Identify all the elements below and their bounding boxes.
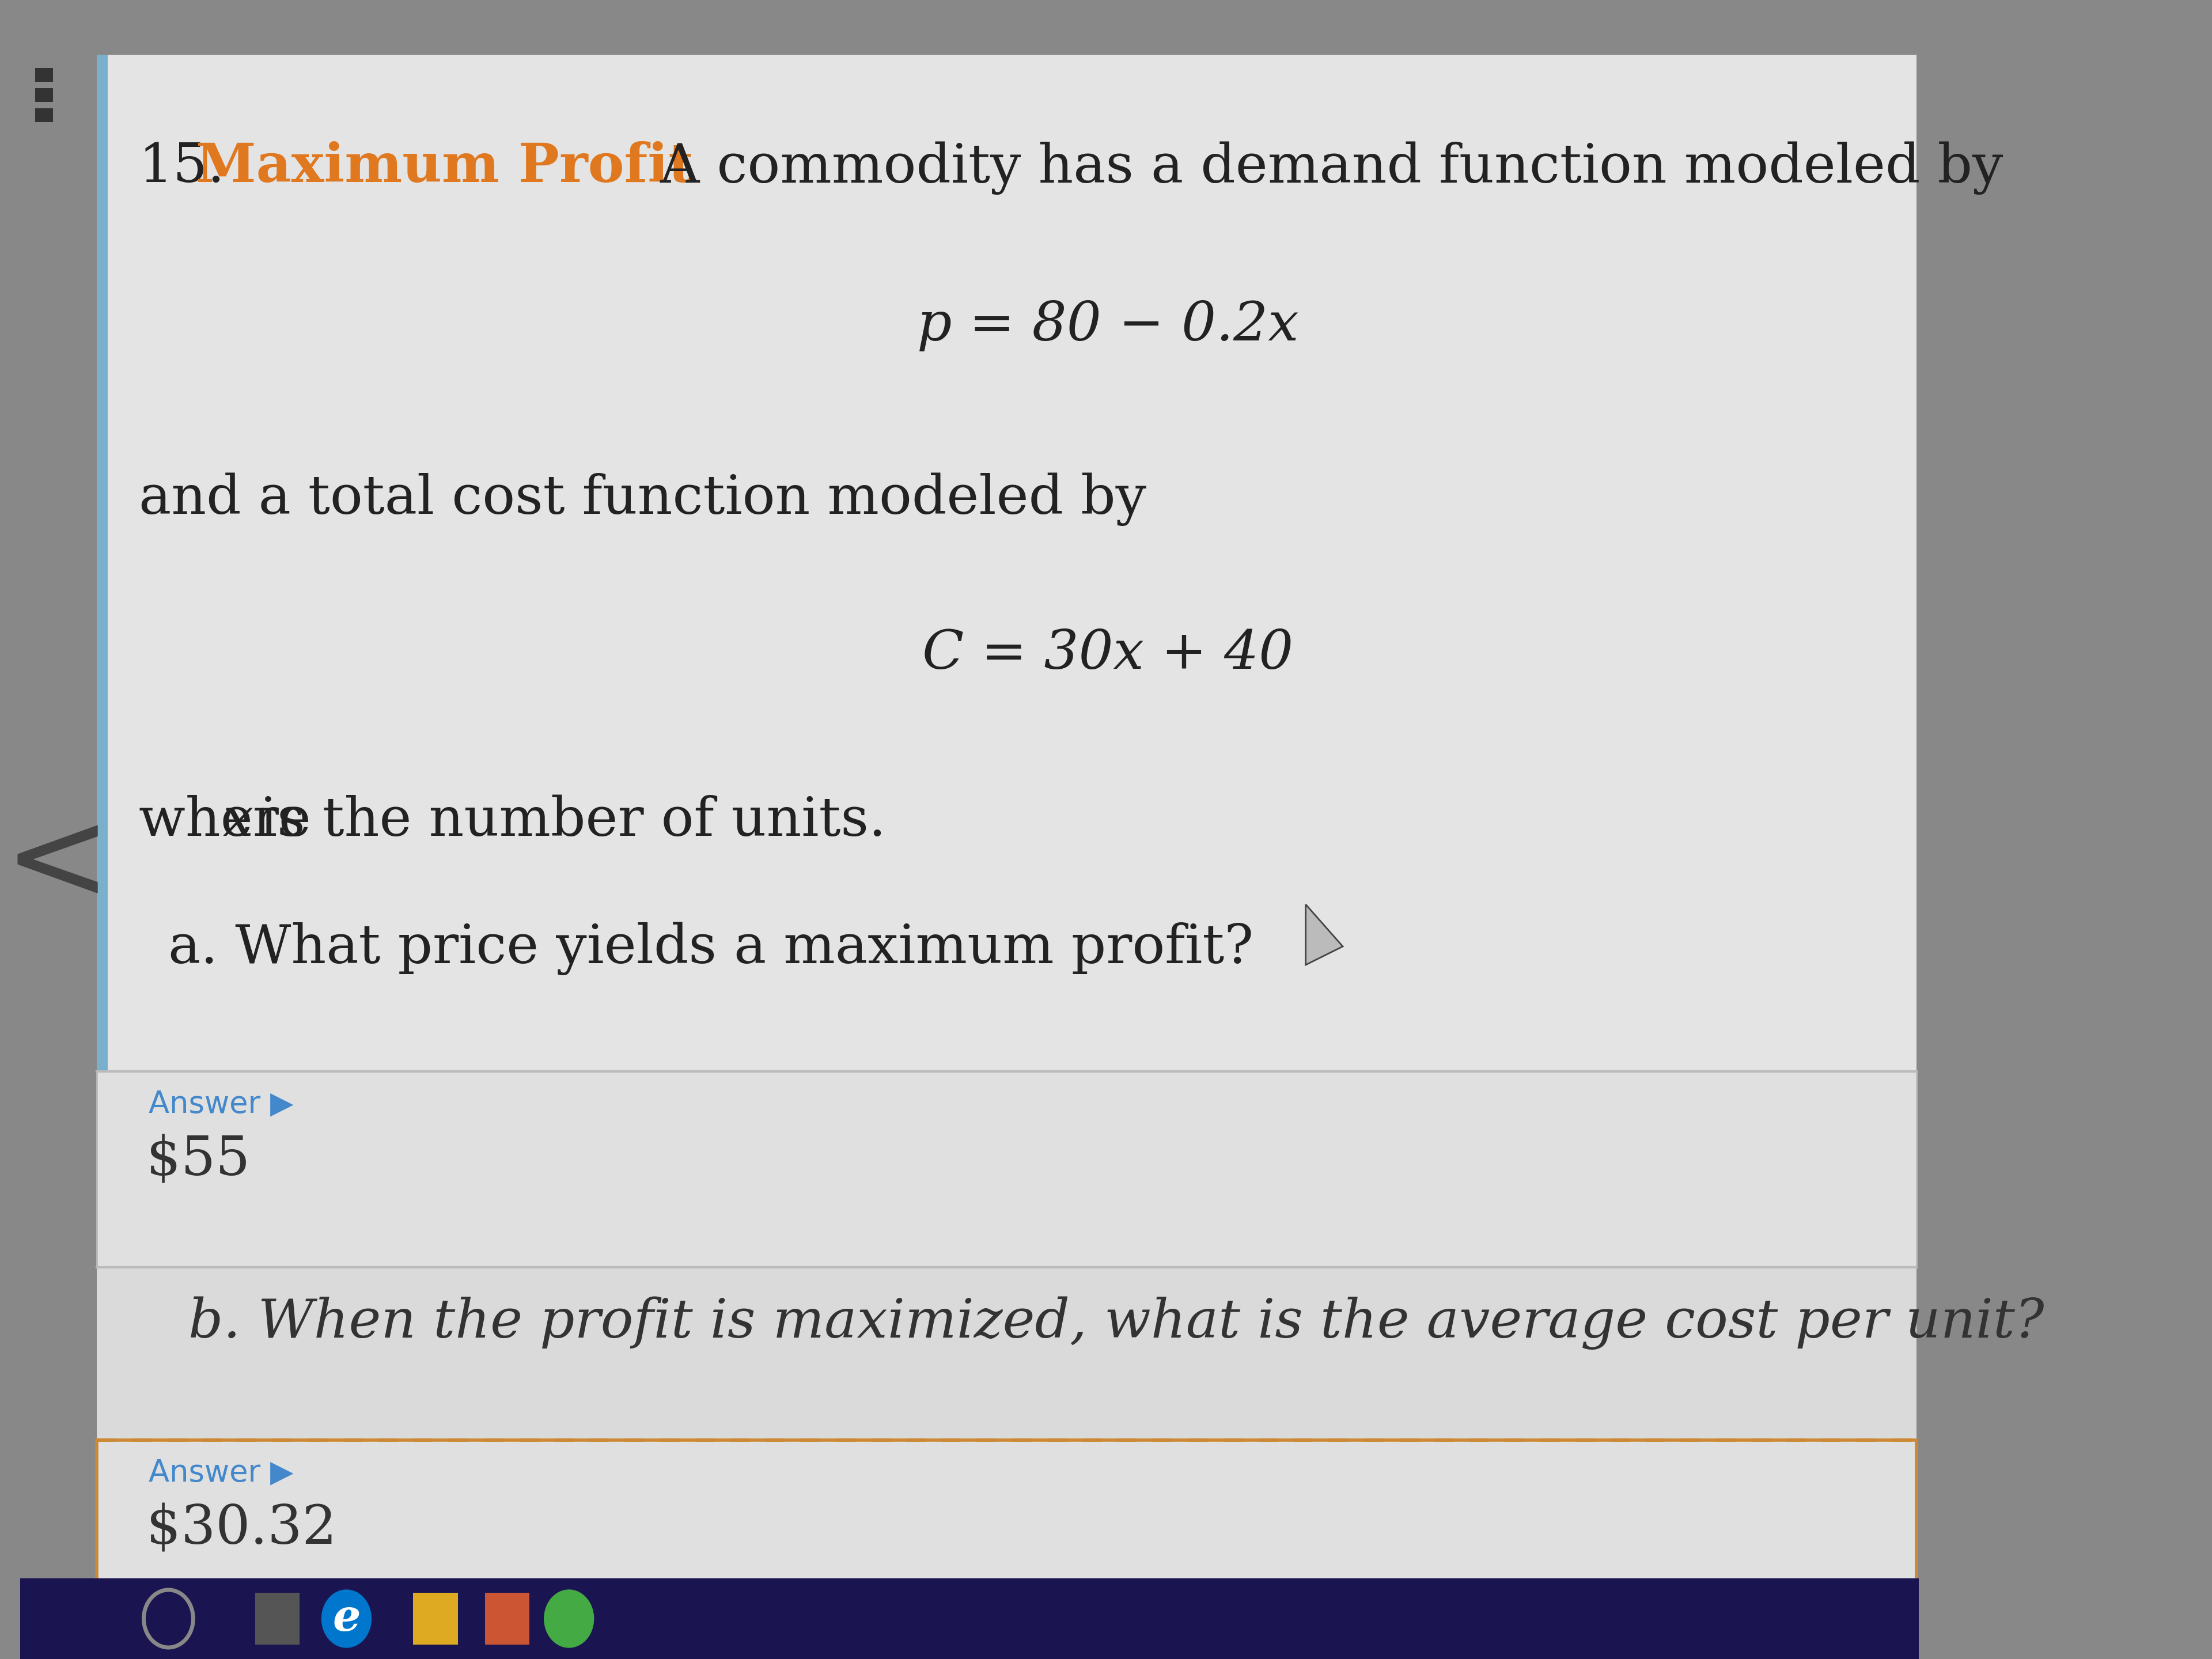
FancyBboxPatch shape	[20, 55, 97, 1530]
Circle shape	[544, 1589, 593, 1647]
Text: b. When the profit is maximized, what is the average cost per unit?: b. When the profit is maximized, what is…	[188, 1296, 2044, 1349]
FancyBboxPatch shape	[97, 1440, 1916, 1636]
Text: A commodity has a demand function modeled by: A commodity has a demand function modele…	[626, 141, 2004, 194]
FancyBboxPatch shape	[97, 55, 1916, 1530]
Text: is the number of units.: is the number of units.	[243, 795, 887, 846]
Text: $30.32: $30.32	[146, 1503, 336, 1556]
FancyBboxPatch shape	[35, 108, 53, 123]
FancyBboxPatch shape	[35, 88, 53, 101]
FancyBboxPatch shape	[414, 1593, 458, 1644]
Text: p = 80 − 0.2x: p = 80 − 0.2x	[918, 300, 1298, 352]
Text: C = 30x + 40: C = 30x + 40	[922, 627, 1294, 680]
FancyBboxPatch shape	[484, 1593, 529, 1644]
Circle shape	[1851, 1644, 1882, 1659]
FancyBboxPatch shape	[97, 1267, 1916, 1440]
FancyBboxPatch shape	[106, 55, 1916, 1530]
FancyBboxPatch shape	[20, 1578, 1918, 1659]
FancyBboxPatch shape	[20, 0, 1918, 55]
Text: and a total cost function modeled by: and a total cost function modeled by	[139, 473, 1146, 526]
Text: <: <	[4, 803, 111, 926]
Text: 15.: 15.	[139, 141, 226, 192]
Circle shape	[321, 1589, 372, 1647]
Text: where: where	[139, 795, 327, 846]
Text: Answer ▶: Answer ▶	[148, 1457, 294, 1488]
FancyBboxPatch shape	[97, 1072, 1916, 1267]
Text: x: x	[223, 795, 254, 846]
Text: Answer ▶: Answer ▶	[148, 1088, 294, 1118]
Text: e: e	[332, 1598, 361, 1641]
FancyBboxPatch shape	[35, 68, 53, 81]
FancyBboxPatch shape	[254, 1593, 299, 1644]
FancyBboxPatch shape	[97, 55, 108, 1530]
Text: a. What price yields a maximum profit?: a. What price yields a maximum profit?	[168, 922, 1254, 975]
Text: Maximum Profit: Maximum Profit	[195, 141, 692, 192]
Text: $55: $55	[146, 1135, 250, 1186]
Polygon shape	[1305, 904, 1343, 966]
